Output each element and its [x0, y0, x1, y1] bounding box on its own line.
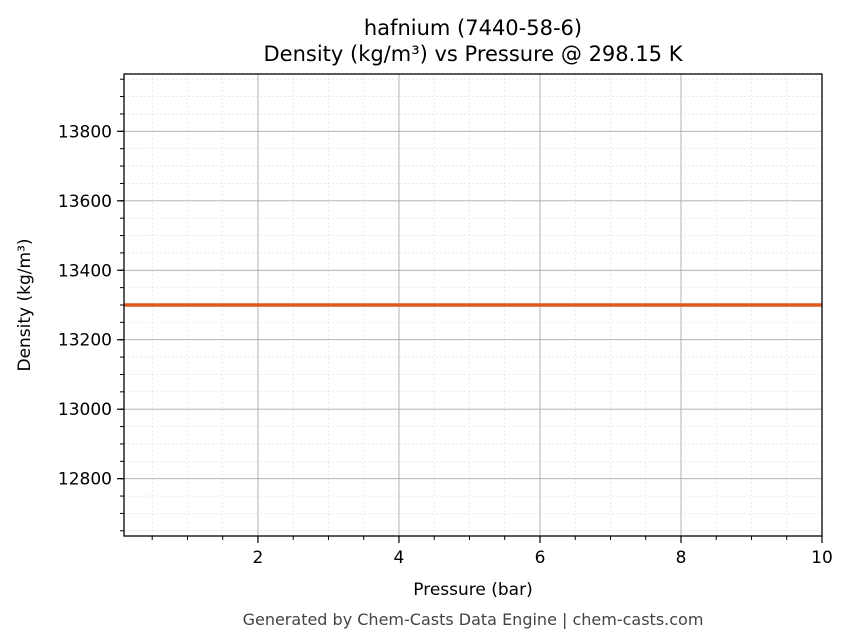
- x-tick-label: 2: [253, 548, 264, 568]
- x-axis-label: Pressure (bar): [413, 580, 532, 600]
- footer-credit: Generated by Chem-Casts Data Engine | ch…: [243, 610, 704, 629]
- chart-subtitle: Density (kg/m³) vs Pressure @ 298.15 K: [263, 42, 683, 66]
- y-axis-label: Density (kg/m³): [15, 238, 35, 371]
- x-tick-label: 10: [811, 548, 833, 568]
- chart-title: hafnium (7440-58-6): [364, 16, 582, 40]
- axis-ticks: 2 4 6 8 10 12800 13000 13200 13400 13600 13800: [58, 78, 833, 568]
- y-tick-label: 13600: [58, 192, 112, 212]
- y-tick-label: 13400: [58, 261, 112, 281]
- y-tick-label: 13000: [58, 400, 112, 420]
- x-tick-label: 8: [676, 548, 687, 568]
- x-tick-label: 4: [394, 548, 405, 568]
- y-tick-label: 12800: [58, 470, 112, 490]
- x-tick-label: 6: [535, 548, 546, 568]
- y-tick-label: 13800: [58, 122, 112, 142]
- y-tick-label: 13200: [58, 331, 112, 351]
